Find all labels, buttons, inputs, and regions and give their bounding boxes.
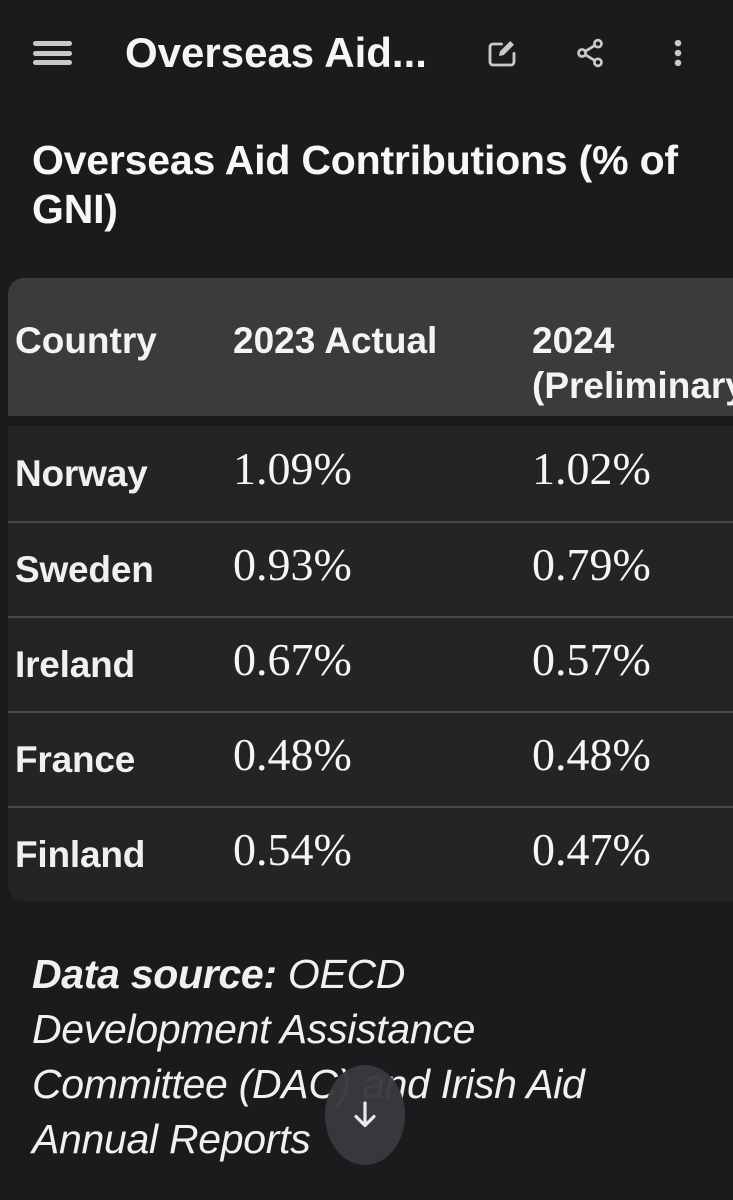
value-2024-cell: 0.48% (532, 729, 651, 780)
table-row-norway: Norway 1.09% 1.02% (8, 426, 733, 521)
table-row-sweden: Sweden 0.93% 0.79% (8, 521, 733, 616)
column-header-2023-actual: 2023 Actual (233, 320, 438, 361)
kebab-menu-icon (674, 39, 682, 67)
value-2024-cell: 0.47% (532, 824, 651, 875)
country-cell: Ireland (15, 643, 135, 685)
value-2023-cell: 1.09% (233, 443, 352, 494)
value-2023-cell: 0.54% (233, 824, 352, 875)
value-2023-cell: 0.67% (233, 634, 352, 685)
value-2023-cell: 0.93% (233, 539, 352, 590)
appbar-actions (480, 31, 733, 75)
arrow-down-icon (354, 1101, 376, 1128)
data-source-text: OECD Development Assistance Committee (D… (32, 951, 585, 1162)
column-header-country: Country (15, 320, 157, 361)
value-2024-cell: 0.57% (532, 634, 651, 685)
column-header-2024-preliminary: 2024 (Preliminary) (532, 320, 733, 406)
share-button[interactable] (568, 31, 612, 75)
appbar-title: Overseas Aid... (125, 29, 427, 76)
scroll-down-button[interactable] (325, 1065, 405, 1165)
country-cell: Finland (15, 833, 146, 875)
value-2024-cell: 1.02% (532, 443, 651, 494)
edit-icon (488, 41, 516, 67)
page-title: Overseas Aid Contributions (% of GNI) (32, 137, 678, 232)
more-options-button[interactable] (656, 31, 700, 75)
table-row-finland: Finland 0.54% 0.47% (8, 806, 733, 901)
app-bar: Overseas Aid... (0, 0, 733, 106)
table-row-france: France 0.48% 0.48% (8, 711, 733, 806)
menu-button[interactable] (33, 41, 72, 65)
edit-button[interactable] (480, 31, 524, 75)
value-2024-cell: 0.79% (532, 539, 651, 590)
aid-contributions-table: Country 2023 Actual 2024 (Preliminary) N… (8, 278, 733, 901)
share-icon (577, 38, 603, 68)
table-header-row: Country 2023 Actual 2024 (Preliminary) (8, 278, 733, 426)
country-cell: France (15, 738, 136, 780)
table-row-ireland: Ireland 0.67% 0.57% (8, 616, 733, 711)
value-2023-cell: 0.48% (233, 729, 352, 780)
country-cell: Sweden (15, 548, 154, 590)
hamburger-icon (33, 41, 72, 46)
data-source-note: Data source: OECD Development Assistance… (32, 947, 632, 1167)
country-cell: Norway (15, 452, 148, 494)
data-source-label: Data source: (32, 951, 277, 997)
